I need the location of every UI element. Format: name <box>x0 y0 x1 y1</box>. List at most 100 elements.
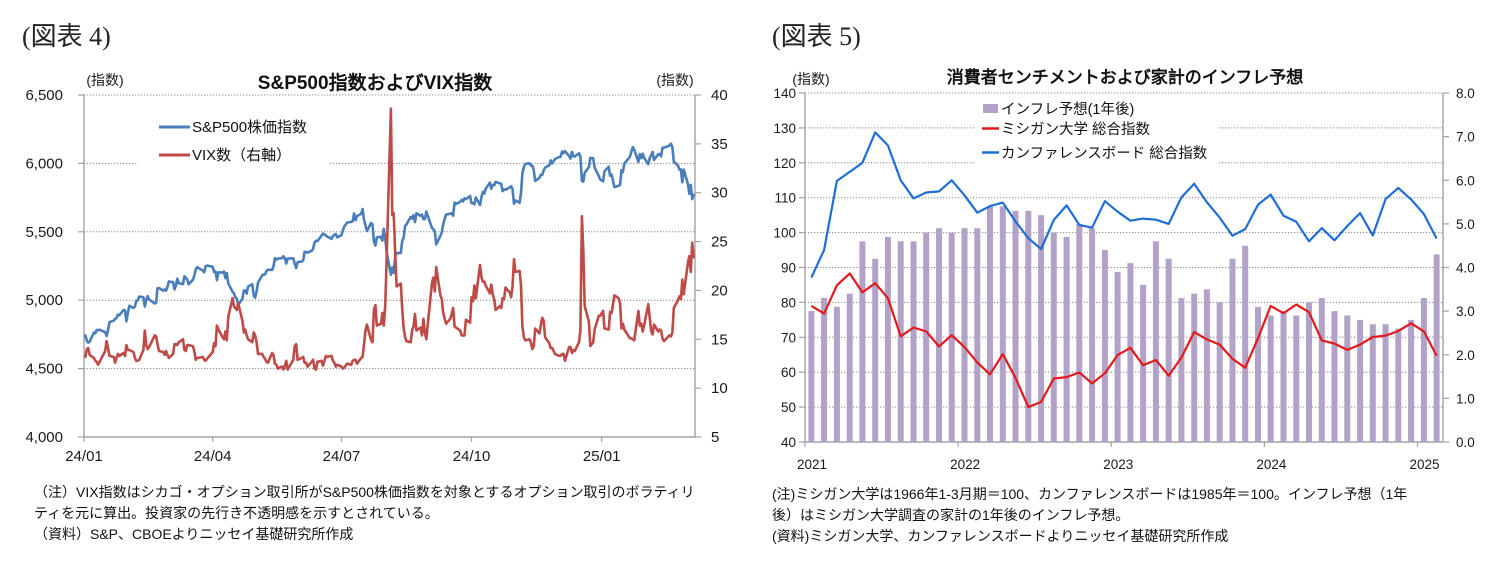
inflation-expectation-bar <box>1420 298 1427 442</box>
x-tick-label: 24/07 <box>323 448 361 465</box>
y-right-tick-label: 6.0 <box>1456 173 1475 188</box>
y-left-tick-label: 100 <box>773 226 796 241</box>
y-right-tick-label: 35 <box>711 136 728 153</box>
inflation-expectation-bar <box>1050 232 1057 442</box>
x-tick-label: 25/01 <box>583 448 621 465</box>
inflation-expectation-bar <box>884 237 891 442</box>
inflation-expectation-bar <box>846 293 853 442</box>
y-left-tick-label: 140 <box>773 86 796 101</box>
inflation-expectation-bar <box>1101 250 1108 442</box>
inflation-expectation-bar <box>1152 241 1159 442</box>
inflation-expectation-bar <box>1408 319 1415 442</box>
left-axis-unit-label: (指数) <box>792 71 829 87</box>
inflation-expectation-bar <box>1076 223 1083 442</box>
inflation-expectation-bar <box>948 232 955 442</box>
inflation-expectation-bar <box>872 258 879 442</box>
legend-inflation-swatch-icon <box>983 104 998 113</box>
y-left-tick-label: 4,500 <box>25 361 63 378</box>
inflation-expectation-bar <box>1306 302 1312 442</box>
inflation-expectation-bar <box>1203 289 1210 442</box>
inflation-expectation-bar <box>961 228 968 442</box>
inflation-expectation-bar <box>1395 328 1402 442</box>
legend-vix-label: VIX数（右軸） <box>192 147 291 164</box>
legend-box <box>137 108 328 170</box>
sp500-vix-chart: S&P500指数およびVIX指数 (指数) (指数) 4,000 4,500 5,0… <box>25 71 727 465</box>
inflation-expectation-bar <box>923 232 930 442</box>
c4-plot <box>84 107 695 371</box>
c5-plot <box>808 131 1440 442</box>
y-right-tick-label: 5.0 <box>1456 217 1475 232</box>
y-left-tick-label: 5,000 <box>25 292 63 309</box>
inflation-expectation-bar <box>1089 228 1096 442</box>
inflation-expectation-bar <box>987 206 993 442</box>
y-right-tick-label: 8.0 <box>1456 86 1475 101</box>
legend-umich-label: ミシガン大学 総合指数 <box>1001 121 1151 138</box>
inflation-expectation-bar <box>1191 293 1198 442</box>
y-right-tick-label: 2.0 <box>1456 348 1475 363</box>
inflation-expectation-bar <box>1242 245 1249 442</box>
inflation-expectation-bar <box>1293 315 1300 442</box>
legend: S&P500株価指数 VIX数（右軸） <box>137 108 328 170</box>
chart-title: S&P500指数およびVIX指数 <box>258 71 493 94</box>
y-left-tick-label: 90 <box>781 261 796 276</box>
x-tick-label: 2025 <box>1409 457 1439 472</box>
y-left-tick-label: 5,500 <box>25 224 63 241</box>
inflation-expectation-bar <box>1331 311 1338 442</box>
source-line: （資料）S&P、CBOEよりニッセイ基礎研究所作成 <box>34 526 354 542</box>
x-tick-label: 24/10 <box>453 448 491 465</box>
c4-axes: 4,000 4,500 5,000 5,500 6,000 6,500 5 10 15 20 25 3… <box>25 87 727 465</box>
inflation-expectation-bar <box>1178 298 1185 442</box>
conference-board-line <box>810 131 1438 279</box>
inflation-expectation-bar <box>897 241 904 442</box>
umich-sentiment-line <box>810 272 1438 409</box>
inflation-expectation-bar <box>999 206 1006 442</box>
y-left-tick-label: 120 <box>773 156 796 171</box>
y-right-tick-label: 40 <box>711 87 728 104</box>
y-right-tick-label: 0.0 <box>1456 435 1475 450</box>
y-left-tick-label: 40 <box>781 435 796 450</box>
x-tick-label: 24/04 <box>194 448 232 465</box>
legend-inflation-label: インフレ予想(1年後) <box>1001 101 1134 118</box>
inflation-expectation-bar <box>1369 324 1376 442</box>
inflation-expectation-bar <box>1012 210 1019 442</box>
figure-5-notes: (注)ミシガン大学は1966年1-3月期＝100、カンファレンスボードは1985… <box>772 484 1407 547</box>
inflation-expectation-bar <box>910 241 917 442</box>
y-right-tick-label: 20 <box>711 282 728 299</box>
inflation-expectation-bar <box>1357 319 1364 442</box>
y-right-tick-label: 1.0 <box>1456 391 1475 406</box>
sp500-line <box>84 142 695 345</box>
source-line: (資料)ミシガン大学、カンファレンスボードよりニッセイ基礎研究所作成 <box>772 528 1229 544</box>
x-tick-label: 2024 <box>1256 457 1287 472</box>
inflation-expectation-bar <box>974 228 981 442</box>
legend-conference-board-label: カンファレンスボード 総合指数 <box>1001 145 1208 162</box>
inflation-expectation-bar <box>1267 315 1274 442</box>
chart-title: 消費者センチメントおよび家計のインフレ予想 <box>947 67 1304 87</box>
inflation-expectation-bar <box>821 298 828 442</box>
c5-axes: 40 50 60 70 80 90 100 110 120 130 140 0.0 1.0 2.0 3.0 4… <box>773 86 1474 472</box>
consumer-sentiment-chart: 消費者センチメントおよび家計のインフレ予想 (指数) 40 50 60 70 80 90 1… <box>773 67 1474 472</box>
inflation-expectation-bar <box>859 241 866 442</box>
note-line: 後）はミシガン大学調査の家計の1年後のインフレ予想。 <box>772 507 1130 523</box>
legend-sp500-label: S&P500株価指数 <box>192 119 307 136</box>
y-right-tick-label: 4.0 <box>1456 261 1475 276</box>
y-left-tick-label: 50 <box>781 400 796 415</box>
inflation-expectation-bar <box>1165 258 1172 442</box>
note-line: (注)ミシガン大学は1966年1-3月期＝100、カンファレンスボードは1985… <box>772 486 1408 502</box>
y-left-tick-label: 130 <box>773 121 796 136</box>
figure-4-label: (図表 4) <box>22 22 111 51</box>
inflation-expectation-bar <box>1433 254 1440 442</box>
note-line: （注）VIX指数はシカゴ・オプション取引所がS&P500株価指数を対象とするオプ… <box>34 484 695 500</box>
y-left-tick-label: 60 <box>781 365 796 380</box>
x-tick-label: 24/01 <box>65 448 103 465</box>
inflation-expectation-bar <box>1344 315 1351 442</box>
y-right-tick-label: 7.0 <box>1456 130 1475 145</box>
figure-5-label: (図表 5) <box>772 22 861 51</box>
c5-gridlines <box>805 92 1443 408</box>
inflation-expectation-bar <box>1127 263 1134 442</box>
inflation-expectation-bar <box>1382 324 1389 442</box>
figure-4-notes: （注）VIX指数はシカゴ・オプション取引所がS&P500株価指数を対象とするオプ… <box>34 482 695 545</box>
legend: インフレ予想(1年後) ミシガン大学 総合指数 カンファレンスボード 総合指数 <box>975 96 1218 166</box>
y-right-tick-label: 3.0 <box>1456 304 1475 319</box>
x-tick-label: 2021 <box>797 457 827 472</box>
y-right-tick-label: 10 <box>711 380 728 397</box>
